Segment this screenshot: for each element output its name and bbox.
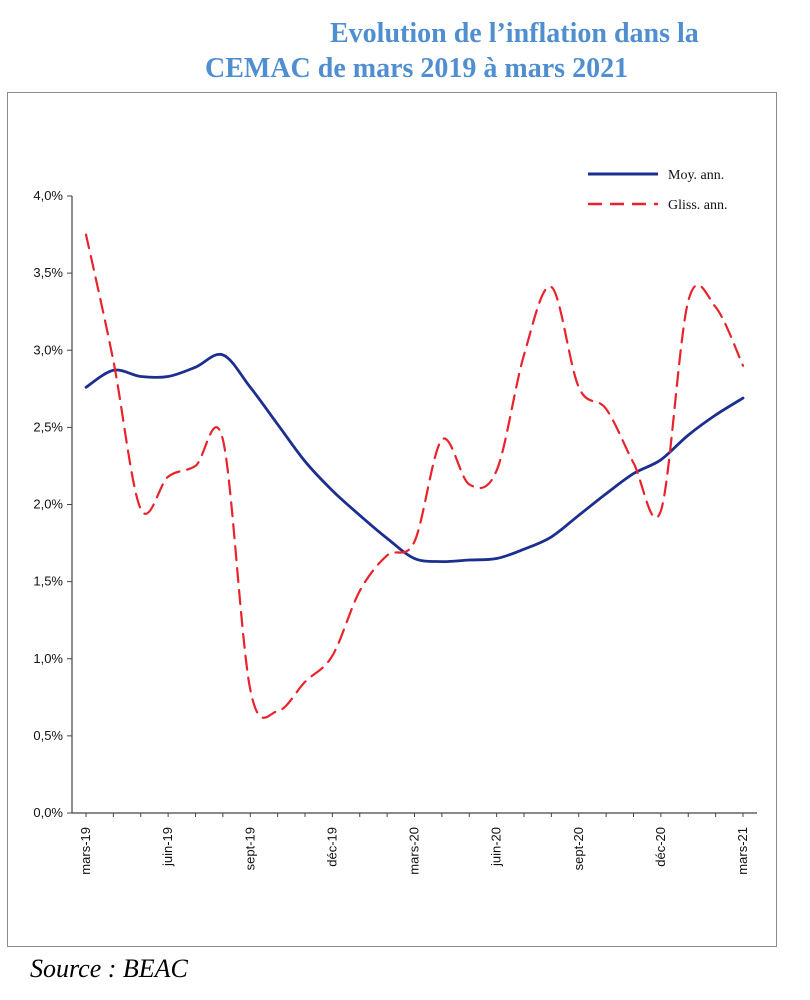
x-tick-label: juin-19 [160, 827, 175, 867]
x-tick-label: déc-19 [324, 827, 339, 867]
x-tick-label: juin-20 [489, 827, 504, 867]
y-tick-label: 0,5% [33, 728, 63, 743]
y-tick-label: 1,5% [33, 574, 63, 589]
chart-title-line-2: CEMAC de mars 2019 à mars 2021 [205, 53, 629, 84]
y-tick-label: 3,0% [33, 342, 63, 357]
x-tick-label: mars-19 [78, 827, 93, 875]
y-tick-label: 0,0% [33, 805, 63, 820]
y-tick-label: 2,0% [33, 497, 63, 512]
y-axis-ticks: 0,0% 0,5% 1,0% 1,5% 2,0% 2,5% 3,0% 3,5% 4,0% [33, 188, 72, 820]
axes [71, 196, 757, 814]
x-tick-label: déc-20 [653, 827, 668, 867]
x-tick-label: mars-20 [407, 827, 422, 875]
x-tick-label: sept-19 [242, 827, 257, 870]
source-note: Source : BEAC [30, 954, 188, 983]
series-line-gliss-ann [84, 233, 745, 719]
chart-title-line-1: Evolution de l’inflation dans la [330, 18, 699, 49]
legend-label: Gliss. ann. [668, 198, 728, 213]
series-line-moy-ann [84, 352, 745, 564]
y-tick-label: 2,5% [33, 419, 63, 434]
legend-label: Moy. ann. [668, 168, 724, 183]
y-tick-label: 3,5% [33, 265, 63, 280]
chart-title: Evolution de l’inflation dans la CEMAC d… [0, 12, 810, 92]
series-lines [84, 233, 745, 719]
x-axis-ticks: mars-19 juin-19 sept-19 déc-19 mars-20 juin-2… [78, 813, 750, 875]
x-tick-label: sept-20 [571, 827, 586, 870]
y-tick-label: 4,0% [33, 188, 63, 203]
y-tick-label: 1,0% [33, 651, 63, 666]
legend: Moy. ann. Gliss. ann. [588, 168, 728, 213]
x-tick-label: mars-21 [735, 827, 750, 875]
chart-frame [7, 92, 777, 947]
